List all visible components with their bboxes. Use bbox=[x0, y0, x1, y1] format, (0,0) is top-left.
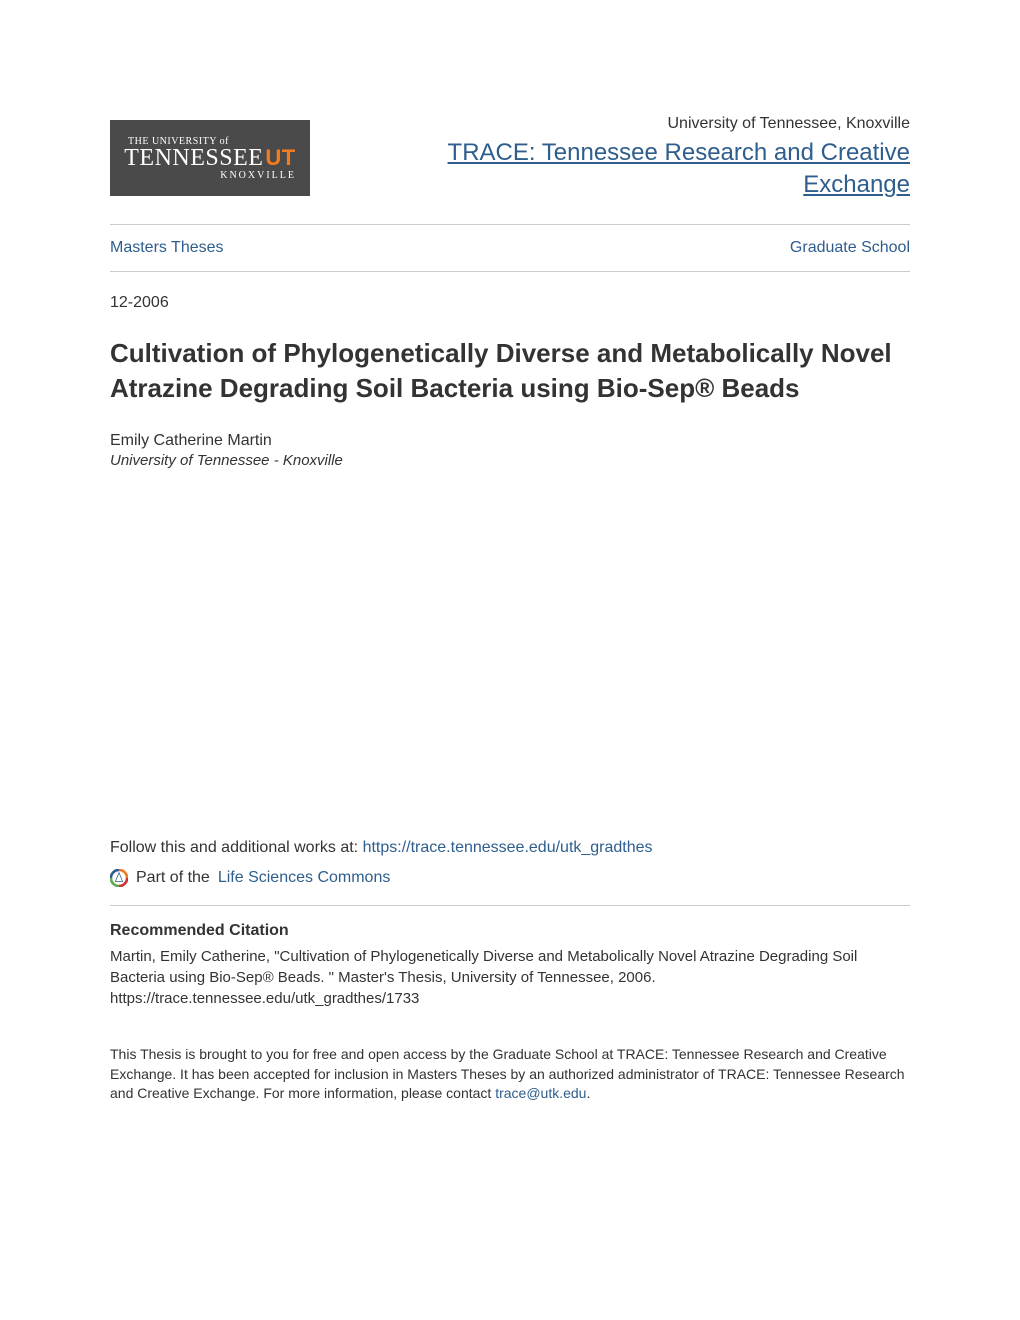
logo-sub-text: KNOXVILLE bbox=[220, 170, 310, 181]
recommended-citation-text: Martin, Emily Catherine, "Cultivation of… bbox=[110, 946, 910, 1009]
commons-row: Part of the Life Sciences Commons bbox=[110, 869, 910, 887]
breadcrumb-row: Masters Theses Graduate School bbox=[110, 225, 910, 271]
collection-link-graduate-school[interactable]: Graduate School bbox=[790, 239, 910, 257]
divider-nav bbox=[110, 271, 910, 272]
follow-link[interactable]: https://trace.tennessee.edu/utk_gradthes bbox=[363, 839, 653, 856]
repository-title-link[interactable]: TRACE: Tennessee Research and Creative E… bbox=[448, 139, 910, 198]
footer-text-after: . bbox=[586, 1085, 590, 1101]
divider-citation bbox=[110, 905, 910, 906]
university-name: University of Tennessee, Knoxville bbox=[340, 115, 910, 133]
document-title: Cultivation of Phylogenetically Diverse … bbox=[110, 336, 910, 406]
logo-ut-mark: UT bbox=[265, 145, 295, 171]
header-text-block: University of Tennessee, Knoxville TRACE… bbox=[340, 115, 910, 202]
vertical-spacer bbox=[110, 469, 910, 839]
publication-date: 12-2006 bbox=[110, 294, 910, 312]
commons-link[interactable]: Life Sciences Commons bbox=[218, 869, 391, 887]
footer-note: This Thesis is brought to you for free a… bbox=[110, 1045, 910, 1104]
author-name: Emily Catherine Martin bbox=[110, 432, 910, 450]
follow-prefix: Follow this and additional works at: bbox=[110, 839, 363, 856]
logo-main-text: TENNESSEEUT bbox=[124, 145, 296, 172]
network-commons-icon bbox=[110, 869, 128, 887]
collection-link-masters-theses[interactable]: Masters Theses bbox=[110, 239, 224, 257]
recommended-citation-heading: Recommended Citation bbox=[110, 922, 910, 940]
follow-line: Follow this and additional works at: htt… bbox=[110, 839, 910, 857]
header-row: THE UNIVERSITY of TENNESSEEUT KNOXVILLE … bbox=[110, 115, 910, 202]
commons-prefix: Part of the bbox=[136, 869, 210, 887]
logo-wordmark: TENNESSEE bbox=[124, 145, 263, 172]
university-logo[interactable]: THE UNIVERSITY of TENNESSEEUT KNOXVILLE bbox=[110, 120, 310, 196]
author-affiliation: University of Tennessee - Knoxville bbox=[110, 452, 910, 469]
contact-email-link[interactable]: trace@utk.edu bbox=[495, 1085, 586, 1101]
